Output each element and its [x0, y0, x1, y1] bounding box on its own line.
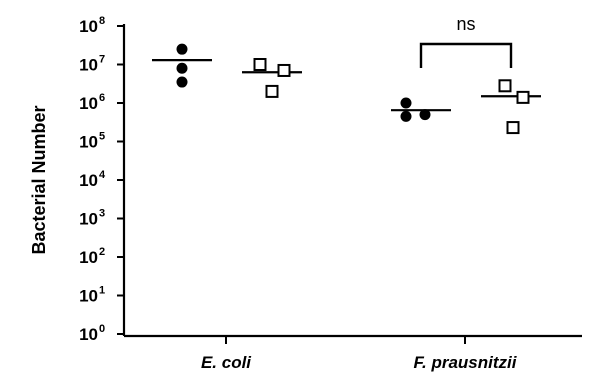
data-point-circle: [400, 97, 412, 109]
y-axis-title: Bacterial Number: [29, 105, 49, 254]
data-point-square: [506, 121, 520, 135]
y-tick-label: 10: [79, 171, 98, 190]
y-tick-exponent: 7: [99, 54, 105, 66]
significance-label: ns: [456, 14, 475, 34]
y-tick-label: 10: [79, 94, 98, 113]
y-tick-label: 10: [79, 325, 98, 344]
y-tick-label: 10: [79, 210, 98, 229]
y-tick-exponent: 4: [99, 169, 106, 181]
data-point-circle: [176, 62, 188, 74]
data-point-square: [498, 79, 512, 93]
x-ticks-group: E. coli F. prausnitzii: [201, 336, 518, 372]
data-point-square: [516, 90, 530, 104]
data-point-circle: [176, 76, 188, 88]
y-tick-label: 10: [79, 17, 98, 36]
data-point-circle: [176, 43, 188, 55]
data-point-square: [253, 58, 267, 71]
y-tick-label: 10: [79, 248, 98, 267]
data-point-circle: [419, 109, 431, 121]
y-tick-exponent: 6: [99, 92, 105, 104]
x-tick-label: F. prausnitzii: [414, 353, 518, 372]
annotations-group: ns: [419, 14, 513, 68]
y-tick-exponent: 5: [99, 131, 105, 143]
x-tick-label: E. coli: [201, 353, 252, 372]
y-tick-exponent: 2: [99, 246, 105, 258]
data-point-circle: [400, 110, 412, 122]
y-tick-exponent: 0: [99, 323, 105, 335]
data-point-square: [265, 84, 279, 98]
data-point-square: [277, 63, 291, 77]
data-marks-group: [152, 43, 541, 135]
y-tick-label: 10: [79, 133, 98, 152]
significance-bracket: [419, 42, 513, 68]
y-tick-label: 10: [79, 287, 98, 306]
y-tick-exponent: 3: [99, 208, 105, 220]
y-tick-exponent: 8: [99, 15, 105, 27]
y-tick-exponent: 1: [99, 285, 105, 297]
y-tick-label: 10: [79, 56, 98, 75]
